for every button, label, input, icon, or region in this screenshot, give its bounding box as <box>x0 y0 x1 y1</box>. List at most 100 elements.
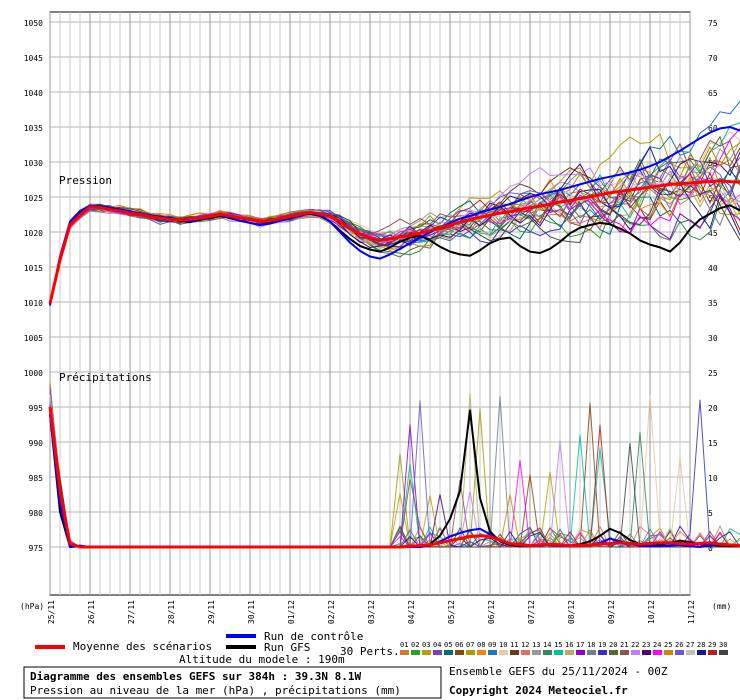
pert-code: 16 <box>565 641 573 649</box>
right-tick-label: 10 <box>708 474 718 483</box>
precip-series-line <box>48 406 740 549</box>
left-tick-label: 985 <box>29 474 44 483</box>
left-tick-label: 1040 <box>24 89 43 98</box>
title-box <box>23 666 442 699</box>
pert-swatch <box>521 650 530 655</box>
pert-pressure-line <box>49 135 740 304</box>
pert-swatch <box>400 650 409 655</box>
legend-mean-swatch <box>35 645 65 649</box>
pert-swatch <box>675 650 684 655</box>
ensemble-date: Ensemble GEFS du 25/11/2024 - 00Z <box>449 665 668 678</box>
pert-code: 21 <box>620 641 628 649</box>
pert-code: 28 <box>697 641 705 649</box>
pert-code: 23 <box>642 641 650 649</box>
precip-section-label: Précipitations <box>59 371 152 384</box>
pert-code: 05 <box>444 641 452 649</box>
pert-swatch <box>510 650 519 655</box>
left-tick-label: 1015 <box>24 264 43 273</box>
right-tick-label: 15 <box>708 439 718 448</box>
pert-code: 06 <box>455 641 463 649</box>
x-tick-label: 01/12 <box>287 600 296 624</box>
pert-code: 11 <box>510 641 518 649</box>
x-tick-label: 30/11 <box>247 600 256 624</box>
perturbation-legend: 01 02 03 04 05 06 07 08 09 10 11 12 13 14 15 16 17 18 19 20… <box>400 641 728 655</box>
pert-swatch <box>631 650 640 655</box>
altitude-label: Altitude du modele : 190m <box>179 653 345 666</box>
right-tick-label: 40 <box>708 264 718 273</box>
pert-code: 08 <box>477 641 485 649</box>
left-tick-label: 1045 <box>24 54 43 63</box>
chart-subtitle: Pression au niveau de la mer (hPa) , pré… <box>30 684 401 697</box>
left-tick-label: 995 <box>29 404 44 413</box>
left-axis-ticks: 1050 1045 1040 1035 1030 1025 1020 1015 1010 1005… <box>24 19 43 553</box>
grid <box>49 12 691 595</box>
x-tick-label: 26/11 <box>87 600 96 624</box>
x-tick-label: 10/12 <box>647 600 656 624</box>
pert-code: 25 <box>664 641 672 649</box>
right-tick-label: 70 <box>708 54 718 63</box>
pert-swatch <box>422 650 431 655</box>
pert-swatch <box>642 650 651 655</box>
pert-code: 29 <box>708 641 716 649</box>
pert-code: 02 <box>411 641 419 649</box>
x-tick-label: 08/12 <box>567 600 576 624</box>
x-tick-label: 07/12 <box>527 600 536 624</box>
left-tick-label: 1035 <box>24 124 43 133</box>
pert-swatch <box>719 650 728 655</box>
pert-swatch <box>620 650 629 655</box>
pert-swatch <box>455 650 464 655</box>
legend-perts-label: 30 Perts. <box>340 645 400 658</box>
pert-swatch <box>532 650 541 655</box>
pert-swatch <box>697 650 706 655</box>
left-tick-label: 1020 <box>24 229 43 238</box>
pert-code: 14 <box>543 641 551 649</box>
pert-swatch <box>488 650 497 655</box>
pert-code: 03 <box>422 641 430 649</box>
right-tick-label: 35 <box>708 299 718 308</box>
pert-code: 10 <box>499 641 507 649</box>
legend: Moyenne des scénarios Run de contrôle Ru… <box>35 630 728 658</box>
x-tick-label: 06/12 <box>487 600 496 624</box>
pert-code: 04 <box>433 641 441 649</box>
left-tick-label: 1010 <box>24 299 43 308</box>
pert-swatch <box>543 650 552 655</box>
right-tick-label: 50 <box>708 194 718 203</box>
legend-gfs-swatch <box>226 645 256 649</box>
pert-swatch <box>653 650 662 655</box>
legend-gfs-label: Run GFS <box>264 641 310 654</box>
pert-swatch <box>598 650 607 655</box>
left-tick-label: 990 <box>29 439 44 448</box>
right-tick-label: 75 <box>708 19 718 28</box>
pert-swatch <box>433 650 442 655</box>
legend-control-label: Run de contrôle <box>264 630 363 643</box>
pert-code: 07 <box>466 641 474 649</box>
pert-swatch <box>576 650 585 655</box>
x-tick-label: 29/11 <box>207 600 216 624</box>
pert-swatch <box>686 650 695 655</box>
pert-code: 22 <box>631 641 639 649</box>
x-tick-label: 04/12 <box>407 600 416 624</box>
pert-code: 30 <box>719 641 727 649</box>
left-tick-label: 1005 <box>24 334 43 343</box>
pert-code: 17 <box>576 641 584 649</box>
legend-mean-label: Moyenne des scénarios <box>73 640 212 653</box>
pert-code: 20 <box>609 641 617 649</box>
x-tick-label: 05/12 <box>447 600 456 624</box>
pert-swatch <box>411 650 420 655</box>
right-tick-label: 20 <box>708 404 718 413</box>
pert-swatch <box>587 650 596 655</box>
legend-control-swatch <box>226 634 256 638</box>
x-tick-label: 25/11 <box>47 600 56 624</box>
pressure-section-label: Pression <box>59 174 112 187</box>
x-tick-label: 09/12 <box>607 600 616 624</box>
right-tick-label: 65 <box>708 89 718 98</box>
left-unit-label: (hPa) <box>20 602 44 611</box>
left-tick-label: 1000 <box>24 369 43 378</box>
pert-code: 09 <box>488 641 496 649</box>
pert-code: 26 <box>675 641 683 649</box>
pert-swatch <box>466 650 475 655</box>
chart-title: Diagramme des ensembles GEFS sur 384h : … <box>30 670 362 683</box>
right-tick-label: 25 <box>708 369 718 378</box>
pert-code: 15 <box>554 641 562 649</box>
